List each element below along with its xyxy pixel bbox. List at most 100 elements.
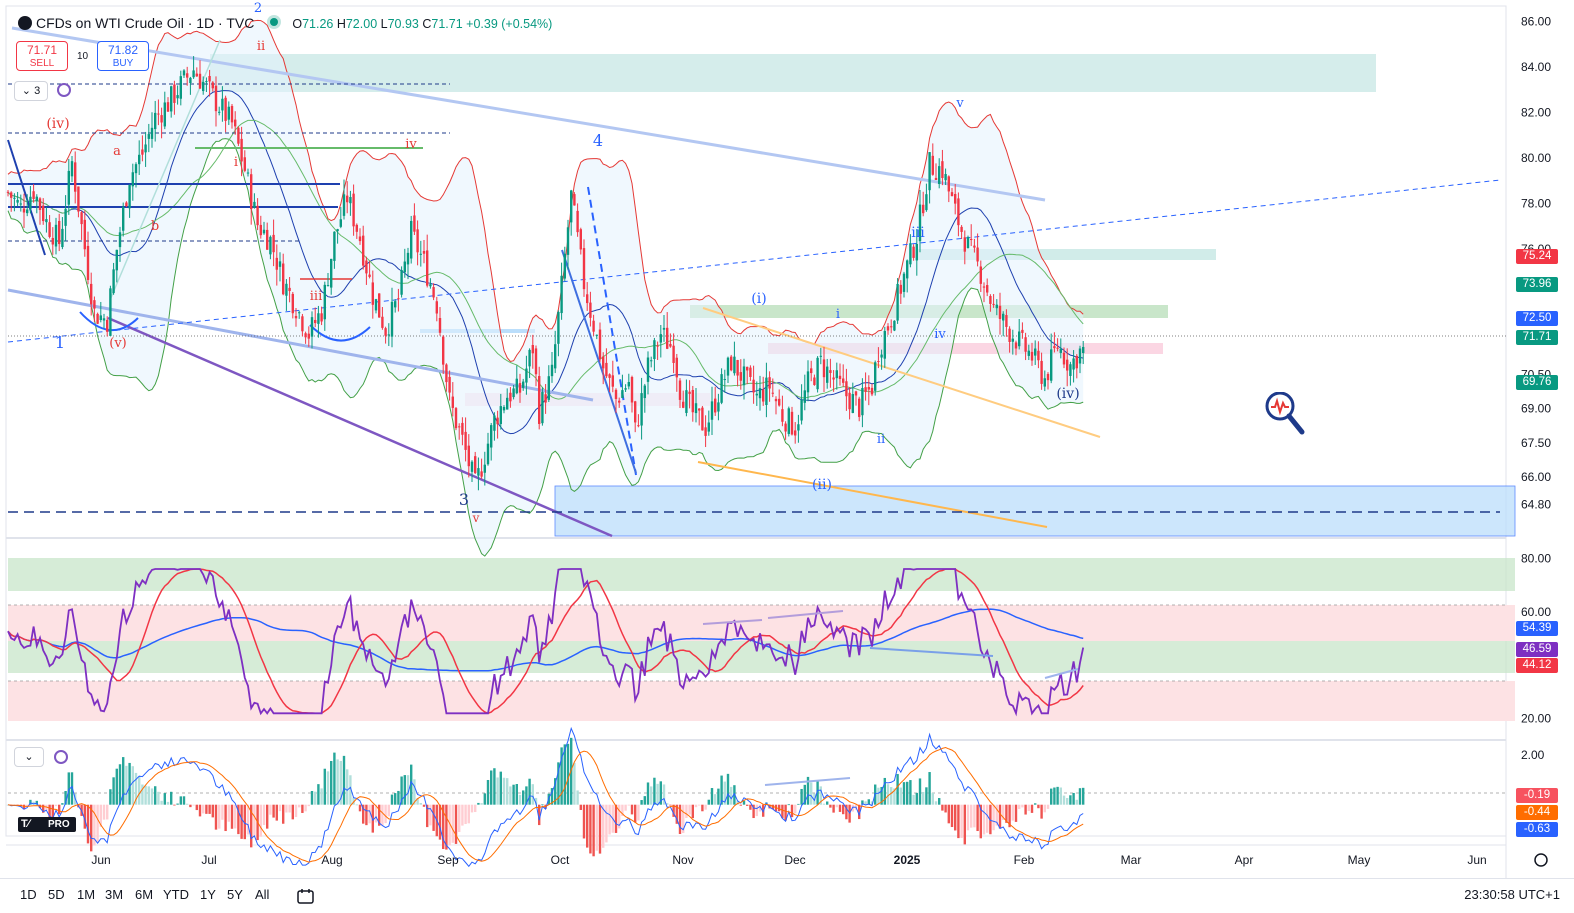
candle — [211, 81, 214, 92]
candle — [352, 184, 355, 236]
candle — [970, 224, 973, 247]
macd-line — [7, 726, 1084, 868]
sell-button[interactable]: 71.71 SELL — [16, 41, 68, 71]
macd-bar — [237, 804, 240, 835]
candle — [1066, 348, 1069, 387]
macd-bar — [966, 804, 970, 831]
candle — [896, 278, 899, 324]
macd-bar — [442, 804, 445, 850]
candle — [918, 189, 922, 253]
macd-bar — [826, 801, 829, 805]
rsi-oversold-zone — [8, 681, 1515, 721]
macd-bar — [586, 804, 589, 848]
candle — [563, 246, 566, 282]
wave-label: v — [955, 96, 964, 111]
candle — [374, 298, 378, 314]
chart-canvas[interactable]: 2ii(iv)abiiiiiv(v)13v4(i)(ii)iiiiiiivv(i… — [0, 0, 1574, 878]
timeframe-all-button[interactable]: All — [255, 887, 270, 902]
macd-bar — [1082, 787, 1085, 805]
candle — [778, 389, 781, 407]
macd-sync-icon[interactable] — [54, 750, 68, 764]
macd-bar — [157, 791, 160, 805]
candle — [13, 193, 16, 212]
candle — [982, 282, 986, 303]
candle — [794, 422, 797, 444]
rsi-tick: 20.00 — [1521, 712, 1551, 726]
candle — [963, 230, 966, 265]
macd-bar — [784, 804, 787, 821]
settings-gear-icon[interactable] — [1534, 853, 1548, 867]
candle — [496, 410, 499, 439]
timeframe-5d-button[interactable]: 5D — [48, 887, 65, 902]
timeframe-1y-button[interactable]: 1Y — [200, 887, 216, 902]
macd-bar — [112, 777, 115, 805]
candle — [608, 373, 611, 392]
candle — [618, 397, 621, 408]
candle — [602, 352, 605, 385]
price-tick: 80.00 — [1521, 151, 1551, 165]
timeframe-1m-button[interactable]: 1M — [77, 887, 96, 902]
candle — [755, 381, 758, 406]
candle — [765, 362, 768, 418]
date-range-calendar-icon[interactable] — [296, 887, 316, 905]
timeframe-6m-button[interactable]: 6M — [135, 887, 154, 902]
macd-bar — [771, 804, 774, 810]
timeframe-3m-button[interactable]: 3M — [105, 887, 124, 902]
candles — [6, 56, 1085, 491]
candle — [781, 395, 784, 427]
sync-icon[interactable] — [57, 83, 71, 97]
timeframe-1d-button[interactable]: 1D — [20, 887, 37, 902]
wave-label: v — [472, 511, 480, 525]
candle — [163, 91, 166, 130]
candle — [797, 414, 800, 443]
zoom-magnifier-icon[interactable] — [1262, 392, 1310, 440]
candle — [317, 305, 320, 338]
macd-bar — [282, 804, 285, 824]
time-axis: Jun Jul Aug Sep Oct Nov Dec 2025 Feb Mar Apr May Jun — [91, 853, 1486, 867]
macd-bar — [355, 804, 358, 806]
timeframe-5y-button[interactable]: 5Y — [227, 887, 243, 902]
candle — [742, 358, 746, 400]
macd-bar — [502, 777, 506, 805]
wave-label: 1 — [55, 333, 65, 352]
macd-bar — [384, 804, 387, 824]
candle — [576, 203, 579, 237]
candle — [26, 194, 29, 217]
macd-bar — [1069, 795, 1072, 805]
candle — [1008, 326, 1011, 353]
macd-bar — [346, 769, 349, 805]
buy-button[interactable]: 71.82 BUY — [97, 41, 149, 71]
macd-bar — [726, 773, 730, 805]
candle — [464, 417, 467, 462]
indicators-toggle[interactable]: ⌄ 3 — [14, 81, 48, 101]
macd-bar — [182, 796, 186, 805]
candle — [406, 247, 410, 280]
bottom-toolbar: 1D 5D 1M 3M 6M YTD 1Y 5Y All 23:30:58 UTC+1 — [0, 878, 1574, 913]
time-tick: Apr — [1235, 853, 1254, 867]
macd-bar — [202, 804, 205, 814]
utc-clock[interactable]: 23:30:58 UTC+1 — [1464, 887, 1560, 902]
macd-bar — [538, 804, 541, 826]
candle — [90, 272, 93, 316]
candle — [832, 370, 835, 392]
timeframe-ytd-button[interactable]: YTD — [163, 887, 189, 902]
ohlc-values: O71.26 H72.00 L70.93 C71.71 +0.39 (+0.54… — [292, 17, 553, 31]
candle — [960, 225, 963, 240]
macd-bar — [550, 788, 554, 805]
macd-bar — [253, 804, 256, 836]
candle — [758, 375, 762, 411]
candle — [173, 80, 176, 115]
price-tick: 66.00 — [1521, 470, 1551, 484]
candle — [819, 347, 822, 365]
macd-bar — [445, 804, 448, 850]
macd-bar — [579, 804, 582, 810]
macd-collapse-toggle[interactable]: ⌄ — [14, 747, 44, 767]
macd-bar — [410, 764, 413, 805]
candle — [432, 283, 435, 301]
candle — [534, 345, 538, 387]
candle — [634, 400, 637, 433]
symbol-title[interactable]: CFDs on WTI Crude Oil · 1D · TVC — [36, 15, 255, 31]
candle — [554, 330, 557, 374]
candle — [442, 335, 445, 375]
candle — [387, 323, 390, 347]
